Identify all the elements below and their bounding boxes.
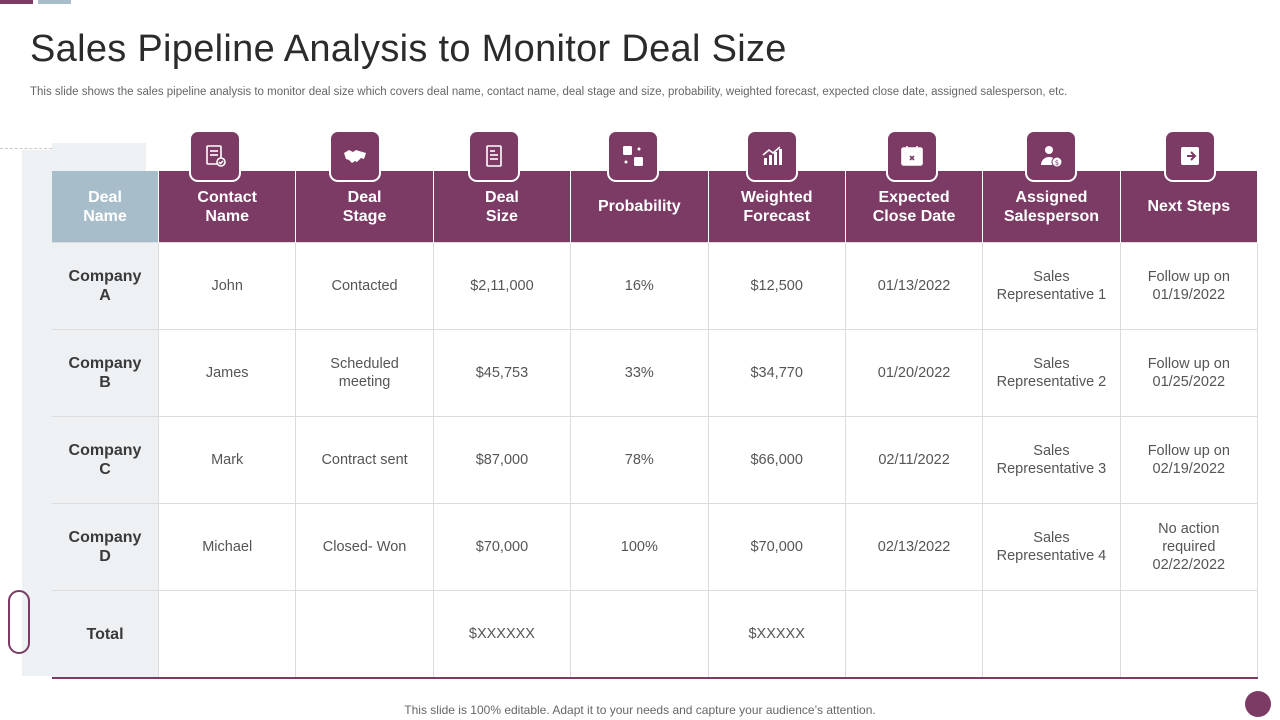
next-steps-cell: Follow up on 01/25/2022 [1119,329,1259,417]
top-accent-bar-secondary [38,0,71,4]
top-accent-bar [0,0,33,4]
deal-stage-cell: Scheduled meeting [295,329,434,417]
weighted-forecast-cell: $12,500 [707,242,846,330]
table-header-row: Deal Name Contact Name Deal Stage Deal S… [52,171,1259,243]
pill-decoration [8,590,30,654]
header-assigned-salesperson: Assigned Salesperson [982,171,1121,243]
pipeline-table: Deal Name Contact Name Deal Stage Deal S… [52,171,1259,679]
contact-name-cell: James [157,329,297,417]
table-row: Company B James Scheduled meeting $45,75… [52,329,1259,417]
table-row: Company A John Contacted $2,11,000 16% $… [52,242,1259,330]
deal-name-cell: Company B [52,329,159,417]
close-date-cell: 02/13/2022 [844,503,984,591]
salesperson-cell: Sales Representative 2 [982,329,1121,417]
probability-cell: 33% [570,329,709,417]
close-date-cell: 01/20/2022 [844,329,984,417]
next-steps-cell: No action required 02/22/2022 [1119,503,1259,591]
page-subtitle: This slide shows the sales pipeline anal… [30,86,1068,98]
salesperson-cell: Sales Representative 3 [982,416,1121,504]
header-probability: Probability [570,171,709,243]
deal-size-cell: $70,000 [432,503,572,591]
table-row-total: Total $XXXXXX $XXXXX [52,590,1259,679]
next-steps-cell: Follow up on 01/19/2022 [1119,242,1259,330]
header-next-steps: Next Steps [1120,171,1259,243]
footer-note: This slide is 100% editable. Adapt it to… [404,703,876,717]
weighted-forecast-cell: $70,000 [707,503,846,591]
document-badge-icon [191,132,239,180]
handshake-icon [331,132,379,180]
contact-name-cell: Mark [157,416,297,504]
table-row: Company C Mark Contract sent $87,000 78%… [52,416,1259,504]
deal-name-cell: Company A [52,242,159,330]
deal-stage-cell: Contract sent [295,416,434,504]
close-date-cell [844,590,984,679]
deal-stage-cell: Closed- Won [295,503,434,591]
contact-name-cell: John [157,242,297,330]
user-dollar-icon: $ [1027,132,1075,180]
page-title: Sales Pipeline Analysis to Monitor Deal … [30,28,787,70]
salesperson-cell: Sales Representative 1 [982,242,1121,330]
salesperson-cell: Sales Representative 4 [982,503,1121,591]
arrow-right-icon [1166,132,1214,180]
header-deal-stage: Deal Stage [295,171,434,243]
header-deal-size: Deal Size [433,171,572,243]
weighted-forecast-cell: $34,770 [707,329,846,417]
header-weighted-forecast: Weighted Forecast [708,171,846,243]
header-contact-name: Contact Name [158,171,297,243]
first-column-top-bg [52,143,146,173]
left-decor-panel [22,150,52,676]
deal-stage-cell [295,590,434,679]
total-weighted-forecast-cell: $XXXXX [707,590,846,679]
probability-cell [570,590,709,679]
table-row: Company D Michael Closed- Won $70,000 10… [52,503,1259,591]
total-label-cell: Total [52,590,159,679]
growth-chart-icon [748,132,796,180]
calendar-x-icon [888,132,936,180]
close-date-cell: 02/11/2022 [844,416,984,504]
next-steps-cell [1119,590,1259,679]
probability-cell: 16% [570,242,709,330]
deal-size-cell: $45,753 [432,329,572,417]
deal-stage-cell: Contacted [295,242,434,330]
header-deal-name: Deal Name [52,171,159,243]
dashed-guide-horizontal [0,148,52,149]
deal-size-cell: $2,11,000 [432,242,572,330]
deal-name-cell: Company C [52,416,159,504]
header-expected-close-date: Expected Close Date [845,171,984,243]
close-date-cell: 01/13/2022 [844,242,984,330]
next-steps-cell: Follow up on 02/19/2022 [1119,416,1259,504]
weighted-forecast-cell: $66,000 [707,416,846,504]
deal-name-cell: Company D [52,503,159,591]
dice-icon [609,132,657,180]
invoice-icon [470,132,518,180]
salesperson-cell [982,590,1121,679]
total-deal-size-cell: $XXXXXX [432,590,572,679]
probability-cell: 78% [570,416,709,504]
corner-circle-decoration [1245,691,1271,717]
contact-name-cell: Michael [157,503,297,591]
contact-name-cell [157,590,297,679]
deal-size-cell: $87,000 [432,416,572,504]
probability-cell: 100% [570,503,709,591]
svg-text:$: $ [1055,159,1059,167]
